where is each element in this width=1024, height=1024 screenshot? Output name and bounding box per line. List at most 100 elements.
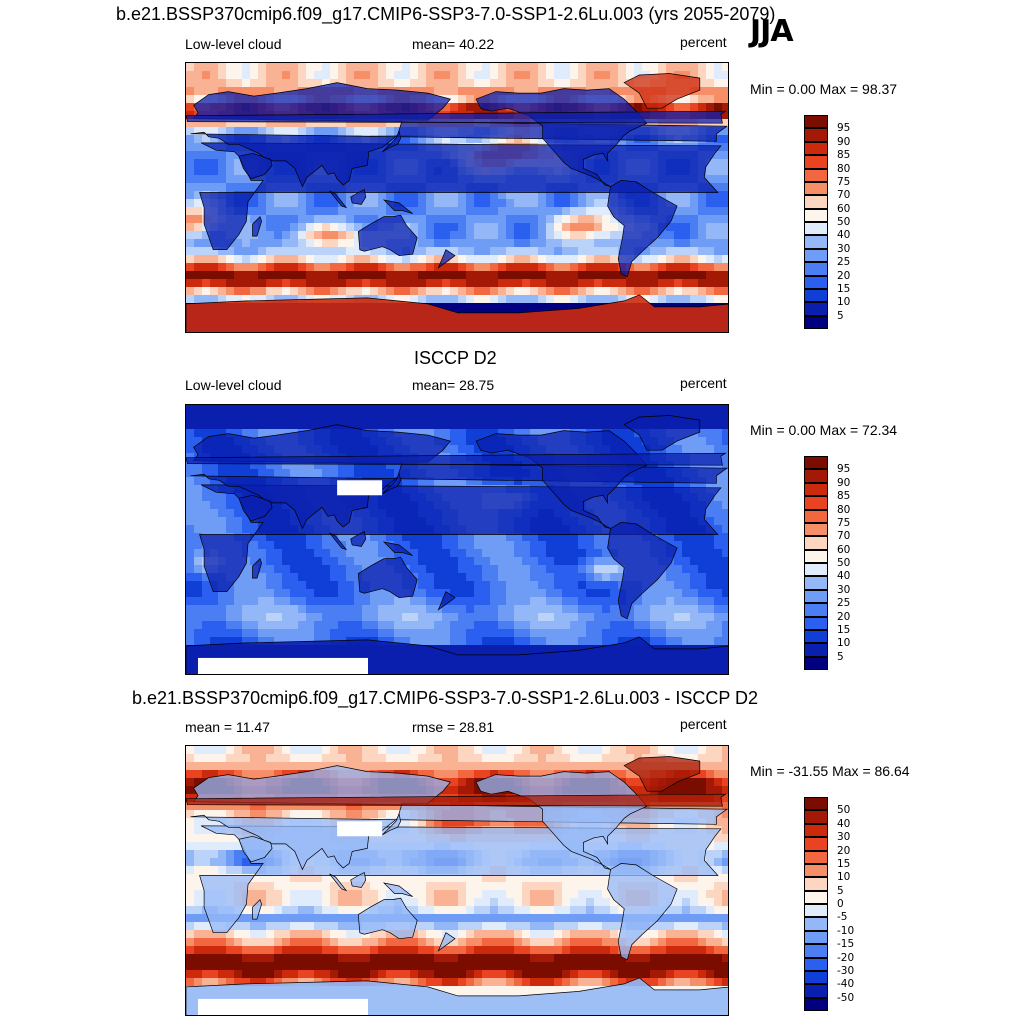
field-cell <box>322 287 331 296</box>
field-cell <box>370 271 379 280</box>
field-cell <box>330 549 339 558</box>
field-cell <box>450 746 459 755</box>
field-cell <box>722 119 728 128</box>
field-cell <box>714 573 723 582</box>
field-cell <box>474 613 483 622</box>
field-cell <box>442 557 451 566</box>
field-cell <box>682 597 691 606</box>
field-cell <box>242 295 251 304</box>
field-cell <box>226 183 235 192</box>
field-cell <box>722 199 728 208</box>
field-cell <box>314 247 323 256</box>
field-cell <box>362 605 371 614</box>
field-cell <box>698 215 707 224</box>
field-cell <box>682 239 691 248</box>
field-cell <box>434 637 443 646</box>
field-cell <box>450 541 459 550</box>
colorbar-label: 80 <box>837 162 851 175</box>
field-cell <box>314 461 323 470</box>
field-cell <box>202 279 211 288</box>
field-cell <box>234 263 243 272</box>
field-cell <box>674 597 683 606</box>
field-cell <box>410 223 419 232</box>
field-cell <box>322 271 331 280</box>
field-cell <box>426 421 435 430</box>
field-cell <box>298 79 307 88</box>
field-cell <box>658 629 667 638</box>
field-cell <box>690 445 699 454</box>
field-cell <box>274 271 283 280</box>
field-cell <box>282 191 291 200</box>
field-cell <box>290 279 299 288</box>
field-cell <box>530 645 539 654</box>
field-cell <box>506 231 515 240</box>
field-cell <box>186 493 195 502</box>
field-cell <box>314 63 323 72</box>
field-cell <box>522 597 531 606</box>
field-cell <box>522 303 531 312</box>
field-cell <box>546 255 555 264</box>
field-cell <box>410 746 419 755</box>
field-cell <box>490 207 499 216</box>
field-cell <box>186 754 195 763</box>
field-cell <box>250 255 259 264</box>
field-cell <box>290 287 299 296</box>
field-cell <box>554 207 563 216</box>
field-cell <box>562 295 571 304</box>
field-cell <box>578 239 587 248</box>
field-cell <box>522 637 531 646</box>
field-cell <box>202 509 211 518</box>
field-cell <box>258 533 267 542</box>
field-cell <box>314 119 323 128</box>
field-cell <box>442 103 451 112</box>
field-cell <box>450 405 459 414</box>
field-cell <box>194 493 203 502</box>
field-cell <box>330 754 339 763</box>
field-cell <box>506 295 515 304</box>
field-cell <box>234 746 243 755</box>
field-cell <box>330 469 339 478</box>
field-cell <box>370 549 379 558</box>
field-cell <box>218 754 227 763</box>
field-cell <box>442 581 451 590</box>
field-cell <box>274 247 283 256</box>
colorbar-swatch <box>804 302 828 316</box>
field-cell <box>242 637 251 646</box>
field-cell <box>274 239 283 248</box>
field-cell <box>586 271 595 280</box>
field-cell <box>306 557 315 566</box>
field-cell <box>562 621 571 630</box>
field-cell <box>490 746 499 755</box>
field-cell <box>450 645 459 654</box>
field-cell <box>466 95 475 104</box>
field-cell <box>266 589 275 598</box>
field-cell <box>194 231 203 240</box>
field-cell <box>418 597 427 606</box>
field-cell <box>538 239 547 248</box>
field-cell <box>490 191 499 200</box>
field-cell <box>242 605 251 614</box>
field-cell <box>522 754 531 763</box>
field-cell <box>258 605 267 614</box>
field-cell <box>466 605 475 614</box>
field-cell <box>226 263 235 272</box>
field-cell <box>474 565 483 574</box>
field-cell <box>330 223 339 232</box>
field-cell <box>418 255 427 264</box>
field-cell <box>314 762 323 771</box>
field-cell <box>538 199 547 208</box>
field-cell <box>610 613 619 622</box>
field-cell <box>226 119 235 128</box>
field-cell <box>194 279 203 288</box>
field-cell <box>370 533 379 542</box>
field-cell <box>586 287 595 296</box>
field-cell <box>426 287 435 296</box>
field-cell <box>210 421 219 430</box>
field-cell <box>722 143 728 152</box>
field-cell <box>474 637 483 646</box>
field-cell <box>234 287 243 296</box>
field-cell <box>562 557 571 566</box>
field-cell <box>290 71 299 80</box>
field-cell <box>482 645 491 654</box>
field-cell <box>426 135 435 144</box>
